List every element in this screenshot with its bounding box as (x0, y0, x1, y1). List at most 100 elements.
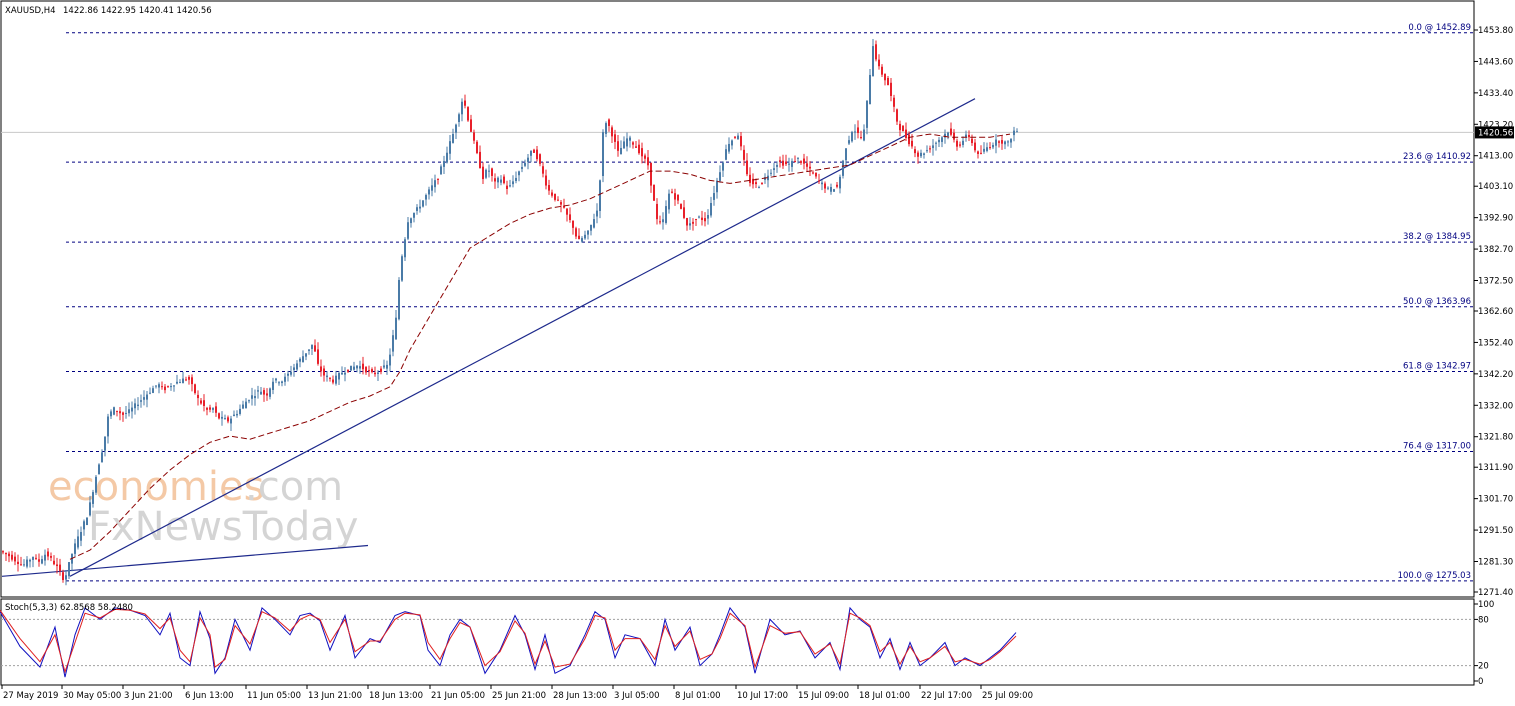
candle-body (149, 392, 151, 394)
candle-body (680, 204, 682, 209)
candle-body (563, 205, 565, 208)
candle-body (554, 193, 556, 200)
candle-body (470, 119, 472, 132)
candle-body (272, 381, 274, 390)
price-tick-label: 1332.00 (1478, 401, 1513, 411)
candle-body (995, 139, 997, 146)
candle-body (89, 502, 91, 516)
candle-body (920, 152, 922, 157)
candle-body (788, 163, 790, 165)
candle-body (167, 386, 169, 388)
candle-body (914, 149, 916, 154)
candle-body (188, 376, 190, 380)
candle-body (716, 180, 718, 193)
candle-body (335, 375, 337, 384)
candle-body (722, 162, 724, 171)
candle-body (461, 101, 463, 115)
candle-body (620, 147, 622, 155)
candle-body (929, 148, 931, 150)
candle-body (848, 140, 850, 144)
candle-body (545, 175, 547, 186)
candle-body (341, 372, 343, 375)
candle-body (5, 553, 7, 555)
candle-body (884, 73, 886, 81)
candle-body (734, 136, 736, 138)
candle-body (596, 210, 598, 217)
price-plot-area[interactable] (0, 0, 1475, 598)
candle-body (32, 556, 34, 560)
candles (2, 39, 1018, 586)
time-tick-label: 10 Jul 17:00 (737, 691, 788, 701)
candle-body (986, 147, 988, 151)
candle-body (800, 161, 802, 163)
candle-body (80, 531, 82, 541)
candle-body (191, 377, 193, 385)
candle-body (365, 367, 367, 373)
candle-body (173, 385, 175, 387)
stoch-plot-area[interactable] (0, 598, 1475, 686)
candle-body (938, 139, 940, 143)
time-axis[interactable]: 27 May 2019 30 May 05:00 3 Jun 21:00 6 Jun … (1, 685, 1033, 701)
time-tick-label: 22 Jul 17:00 (921, 691, 972, 701)
candle-body (902, 125, 904, 132)
price-tick-label: 1311.90 (1478, 463, 1513, 473)
price-tick-label: 1443.60 (1478, 57, 1513, 67)
candle-body (311, 344, 313, 349)
candle-body (449, 141, 451, 154)
candle-body (1013, 130, 1015, 136)
candle-body (506, 185, 508, 190)
candle-body (416, 207, 418, 211)
watermark-brand-main: economies (48, 464, 264, 510)
candle-body (317, 349, 319, 364)
candle-body (971, 138, 973, 144)
candle-body (434, 180, 436, 188)
price-axis[interactable]: 1453.80 1443.60 1433.40 1423.20 1413.00 1403.… (1474, 26, 1514, 598)
candle-body (965, 134, 967, 138)
ma-line (69, 133, 1011, 560)
candle-body (665, 206, 667, 223)
candle-body (710, 202, 712, 216)
candle-body (338, 373, 340, 380)
candle-body (377, 372, 379, 374)
stoch-tick-label: 100 (1478, 600, 1494, 610)
candle-body (533, 149, 535, 153)
time-tick-label: 18 Jun 13:00 (369, 691, 423, 701)
candle-body (200, 400, 202, 404)
candle-body (374, 372, 376, 375)
fibonacci-levels: 0.0 @ 1452.89 23.6 @ 1410.92 38.2 @ 1384.9… (1, 23, 1474, 582)
candle-body (605, 123, 607, 134)
candle-body (413, 212, 415, 218)
candle-body (713, 193, 715, 200)
candle-body (260, 391, 262, 395)
candle-body (887, 77, 889, 86)
candle-body (14, 556, 16, 562)
time-tick-label: 30 May 05:00 (63, 691, 121, 701)
candle-body (257, 390, 259, 392)
time-tick-label: 27 May 2019 (3, 691, 58, 701)
candle-body (686, 217, 688, 226)
candle-body (923, 153, 925, 155)
candle-body (785, 161, 787, 165)
candle-body (362, 363, 364, 370)
fib-label: 0.0 @ 1452.89 (1408, 23, 1471, 33)
time-tick-label: 3 Jun 21:00 (124, 691, 173, 701)
candle-body (731, 140, 733, 146)
candle-body (215, 406, 217, 413)
candle-body (845, 148, 847, 161)
candle-body (224, 418, 226, 420)
candle-body (749, 174, 751, 183)
candle-body (578, 235, 580, 240)
candle-body (869, 74, 871, 105)
time-tick-label: 21 Jun 05:00 (431, 691, 485, 701)
candle-body (50, 556, 52, 558)
candle-body (161, 386, 163, 388)
candle-body (947, 132, 949, 137)
candle-body (905, 129, 907, 138)
candle-body (314, 345, 316, 352)
candle-body (1010, 139, 1012, 143)
candle-body (551, 192, 553, 196)
candle-body (941, 137, 943, 142)
candle-body (458, 114, 460, 123)
candle-body (827, 187, 829, 189)
